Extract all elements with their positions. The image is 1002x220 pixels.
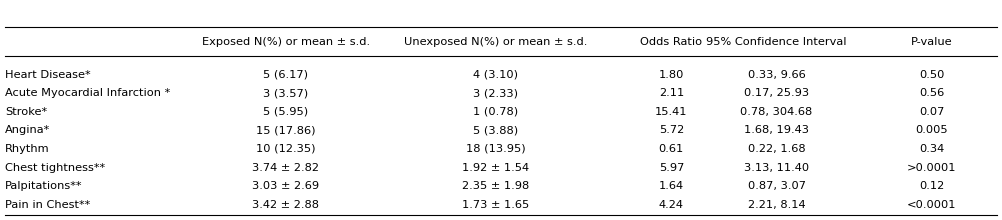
Text: <0.0001: <0.0001 <box>907 200 957 210</box>
Text: 2.21, 8.14: 2.21, 8.14 <box>747 200 806 210</box>
Text: 0.07: 0.07 <box>919 107 945 117</box>
Text: 5 (3.88): 5 (3.88) <box>473 125 519 136</box>
Text: 0.005: 0.005 <box>916 125 948 136</box>
Text: Odds Ratio: Odds Ratio <box>640 37 702 47</box>
Text: 5.97: 5.97 <box>658 163 684 172</box>
Text: 3 (2.33): 3 (2.33) <box>474 88 518 98</box>
Text: >0.0001: >0.0001 <box>907 163 957 172</box>
Text: 1 (0.78): 1 (0.78) <box>473 107 519 117</box>
Text: Heart Disease*: Heart Disease* <box>5 70 90 80</box>
Text: 3.74 ± 2.82: 3.74 ± 2.82 <box>253 163 319 172</box>
Text: 0.61: 0.61 <box>658 144 684 154</box>
Text: Chest tightness**: Chest tightness** <box>5 163 105 172</box>
Text: Angina*: Angina* <box>5 125 50 136</box>
Text: 1.92 ± 1.54: 1.92 ± 1.54 <box>463 163 529 172</box>
Text: 18 (13.95): 18 (13.95) <box>466 144 526 154</box>
Text: 0.34: 0.34 <box>919 144 945 154</box>
Text: 0.12: 0.12 <box>919 181 945 191</box>
Text: 95% Confidence Interval: 95% Confidence Interval <box>706 37 847 47</box>
Text: 0.22, 1.68: 0.22, 1.68 <box>747 144 806 154</box>
Text: 0.87, 3.07: 0.87, 3.07 <box>747 181 806 191</box>
Text: 4 (3.10): 4 (3.10) <box>474 70 518 80</box>
Text: 0.78, 304.68: 0.78, 304.68 <box>740 107 813 117</box>
Text: Pain in Chest**: Pain in Chest** <box>5 200 90 210</box>
Text: Acute Myocardial Infarction *: Acute Myocardial Infarction * <box>5 88 170 98</box>
Text: Palpitations**: Palpitations** <box>5 181 82 191</box>
Text: 5.72: 5.72 <box>658 125 684 136</box>
Text: Rhythm: Rhythm <box>5 144 50 154</box>
Text: 1.73 ± 1.65: 1.73 ± 1.65 <box>462 200 530 210</box>
Text: 3.42 ± 2.88: 3.42 ± 2.88 <box>253 200 319 210</box>
Text: 1.80: 1.80 <box>658 70 684 80</box>
Text: P-value: P-value <box>911 37 953 47</box>
Text: 1.68, 19.43: 1.68, 19.43 <box>744 125 809 136</box>
Text: 5 (6.17): 5 (6.17) <box>264 70 308 80</box>
Text: 15.41: 15.41 <box>655 107 687 117</box>
Text: 3.13, 11.40: 3.13, 11.40 <box>744 163 809 172</box>
Text: Exposed N(%) or mean ± s.d.: Exposed N(%) or mean ± s.d. <box>201 37 370 47</box>
Text: 3 (3.57): 3 (3.57) <box>263 88 309 98</box>
Text: Unexposed N(%) or mean ± s.d.: Unexposed N(%) or mean ± s.d. <box>404 37 588 47</box>
Text: 5 (5.95): 5 (5.95) <box>263 107 309 117</box>
Text: 0.33, 9.66: 0.33, 9.66 <box>747 70 806 80</box>
Text: 0.50: 0.50 <box>919 70 945 80</box>
Text: 2.35 ± 1.98: 2.35 ± 1.98 <box>462 181 530 191</box>
Text: 4.24: 4.24 <box>659 200 683 210</box>
Text: 0.17, 25.93: 0.17, 25.93 <box>744 88 809 98</box>
Text: 10 (12.35): 10 (12.35) <box>256 144 316 154</box>
Text: 2.11: 2.11 <box>658 88 684 98</box>
Text: 15 (17.86): 15 (17.86) <box>256 125 316 136</box>
Text: 1.64: 1.64 <box>658 181 684 191</box>
Text: 3.03 ± 2.69: 3.03 ± 2.69 <box>253 181 319 191</box>
Text: Stroke*: Stroke* <box>5 107 47 117</box>
Text: 0.56: 0.56 <box>919 88 945 98</box>
